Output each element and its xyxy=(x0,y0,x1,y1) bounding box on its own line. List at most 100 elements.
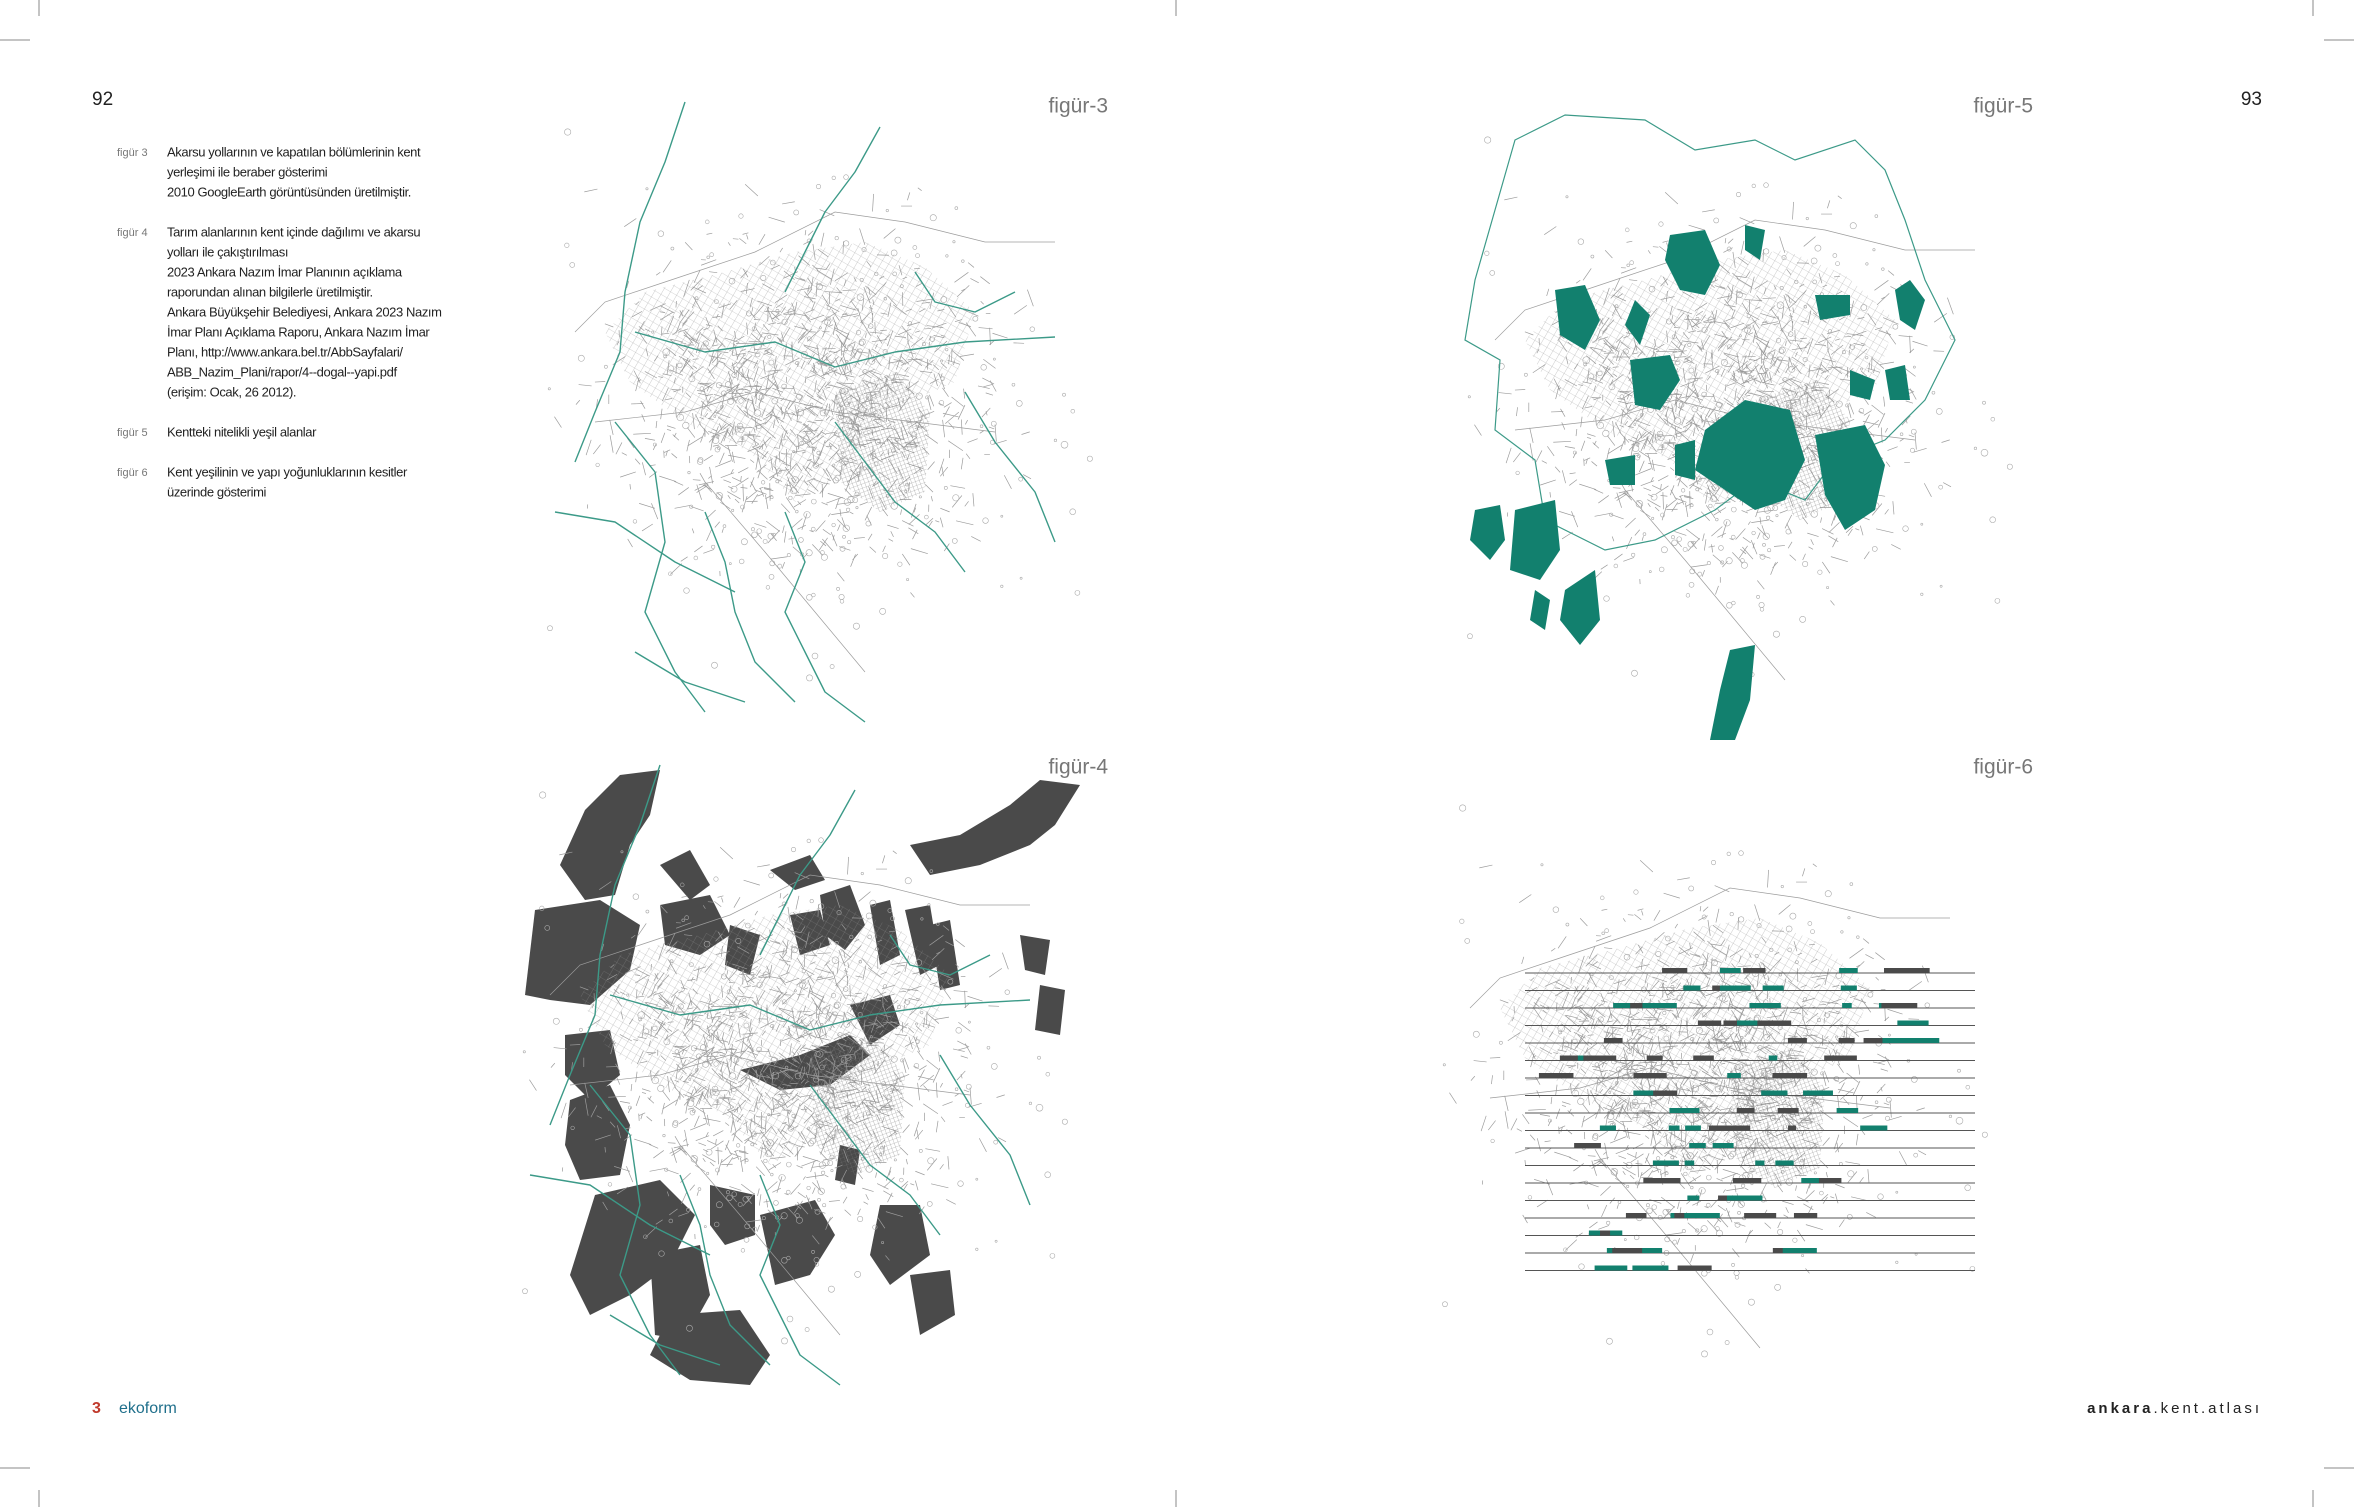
section-bar xyxy=(1677,1265,1712,1271)
section-bar xyxy=(1633,1073,1667,1078)
caption-line: İmar Planı Açıklama Raporu, Ankara Nazım… xyxy=(167,324,430,339)
map-figure-3 xyxy=(547,102,1116,722)
section-bar xyxy=(1632,1265,1669,1271)
figure-label: figür-4 xyxy=(1048,756,1108,779)
caption-line: raporundan alınan bilgilerle üretilmişti… xyxy=(167,284,373,299)
section-bar xyxy=(1772,1073,1802,1078)
section-bar xyxy=(1653,1090,1678,1096)
section-bar xyxy=(1761,1090,1788,1096)
captions: figür 3 Akarsu yollarının ve kapatılan bö… xyxy=(117,144,442,499)
section-bar xyxy=(1860,1125,1873,1131)
section-bar xyxy=(1838,1038,1855,1043)
section-bar xyxy=(1633,1090,1656,1096)
caption-line: 2010 GoogleEarth görüntüsünden üretilmiş… xyxy=(167,184,411,199)
section-bar xyxy=(1652,1160,1679,1166)
section-bar xyxy=(1801,1178,1829,1183)
section-bar xyxy=(1670,1213,1703,1218)
section-bar xyxy=(1788,1125,1797,1131)
section-bar xyxy=(1538,1073,1574,1078)
section-bar xyxy=(1749,1003,1781,1008)
map-figure-5 xyxy=(1464,114,2037,740)
green-areas xyxy=(1470,225,1925,740)
section-bar xyxy=(1574,1143,1601,1148)
caption-line: Tarım alanlarının kent içinde dağılımı v… xyxy=(167,224,420,239)
section-bar xyxy=(1736,1108,1755,1113)
section-bar xyxy=(1842,1003,1852,1008)
publication-rest: .kent.atlası xyxy=(2153,1400,2262,1417)
section-bar xyxy=(1732,1178,1762,1183)
section-bar xyxy=(1603,1038,1623,1043)
outline xyxy=(1464,114,1956,551)
section-bar xyxy=(1687,1195,1700,1201)
section-bar xyxy=(1884,968,1902,973)
section-bar xyxy=(1787,1038,1807,1043)
footer-publication: ankara.kent.atlası xyxy=(2087,1400,2262,1417)
caption-line: üzerinde gösterimi xyxy=(167,484,267,499)
caption-line: Akarsu yollarının ve kapatılan bölümleri… xyxy=(167,144,421,159)
section-bar xyxy=(1777,1108,1799,1113)
section-bar xyxy=(1719,985,1751,991)
section-bar xyxy=(1662,968,1688,973)
caption-line: Ankara Büyükşehir Belediyesi, Ankara 202… xyxy=(167,304,442,319)
section-bar xyxy=(1744,1213,1777,1218)
section-bar xyxy=(1643,1178,1681,1183)
section-bar xyxy=(1900,968,1930,973)
page-number: 92 xyxy=(92,89,113,110)
section-bar xyxy=(1599,1125,1616,1131)
section-bar xyxy=(1668,1125,1680,1131)
caption-label: figür 4 xyxy=(117,227,148,239)
section-bar xyxy=(1610,1230,1623,1236)
section-bar xyxy=(1646,1055,1663,1061)
section-bar xyxy=(1840,985,1857,991)
publication-bold: ankara xyxy=(2087,1400,2153,1417)
section-bar xyxy=(1691,1213,1720,1218)
caption-line: 2023 Ankara Nazım İmar Planının açıklama xyxy=(167,264,403,279)
section-bar xyxy=(1693,1055,1714,1061)
caption-line: Kentteki nitelikli yeşil alanlar xyxy=(167,424,317,439)
city-map xyxy=(547,129,1116,681)
section-bar xyxy=(1684,1160,1695,1166)
figure-label: figür-6 xyxy=(1973,756,2033,779)
section-bar xyxy=(1559,1055,1582,1061)
section-lines xyxy=(1525,968,1975,1271)
section-bar xyxy=(1775,1160,1794,1166)
city-map xyxy=(1442,805,2011,1357)
caption-line: Kent yeşilinin ve yapı yoğunluklarının k… xyxy=(167,464,408,479)
section-bar xyxy=(1613,1003,1631,1008)
section-bar xyxy=(1755,1160,1765,1166)
section-bar xyxy=(1625,1213,1647,1218)
section-bar xyxy=(1726,1195,1749,1201)
section-bar xyxy=(1625,1248,1663,1253)
caption-label: figür 5 xyxy=(117,427,148,439)
section-bar xyxy=(1839,968,1851,973)
footer-brand: ekoform xyxy=(119,1400,177,1417)
section-bar xyxy=(1768,1055,1778,1061)
section-bar xyxy=(1583,1055,1617,1061)
section-bar xyxy=(1588,1230,1601,1236)
page-number: 93 xyxy=(2241,89,2262,110)
figure-label: figür-5 xyxy=(1973,95,2033,118)
section-bar xyxy=(1697,1020,1722,1026)
section-bar xyxy=(1727,1125,1751,1131)
caption-line: yolları ile çakıştırılması xyxy=(167,244,288,259)
section-bar xyxy=(1743,968,1766,973)
footer-page: 3 xyxy=(92,1400,101,1417)
section-bar xyxy=(1912,1038,1940,1043)
section-bar xyxy=(1674,1213,1685,1218)
section-bar xyxy=(1599,1230,1620,1236)
section-bar xyxy=(1708,1125,1743,1131)
caption-line: (erişim: Ocak, 26 2012). xyxy=(167,384,296,399)
section-bar xyxy=(1782,1248,1816,1253)
section-bar xyxy=(1762,985,1784,991)
section-bar xyxy=(1719,968,1741,973)
section-bar xyxy=(1594,1265,1626,1271)
section-bar xyxy=(1689,1143,1706,1148)
caption-line: ABB_Nazim_Plani/rapor/4--dogal--yapi.pdf xyxy=(167,364,397,379)
section-bar xyxy=(1712,1143,1734,1148)
section-bar xyxy=(1818,1178,1835,1183)
section-bar xyxy=(1683,985,1701,991)
section-bar xyxy=(1836,1108,1859,1113)
